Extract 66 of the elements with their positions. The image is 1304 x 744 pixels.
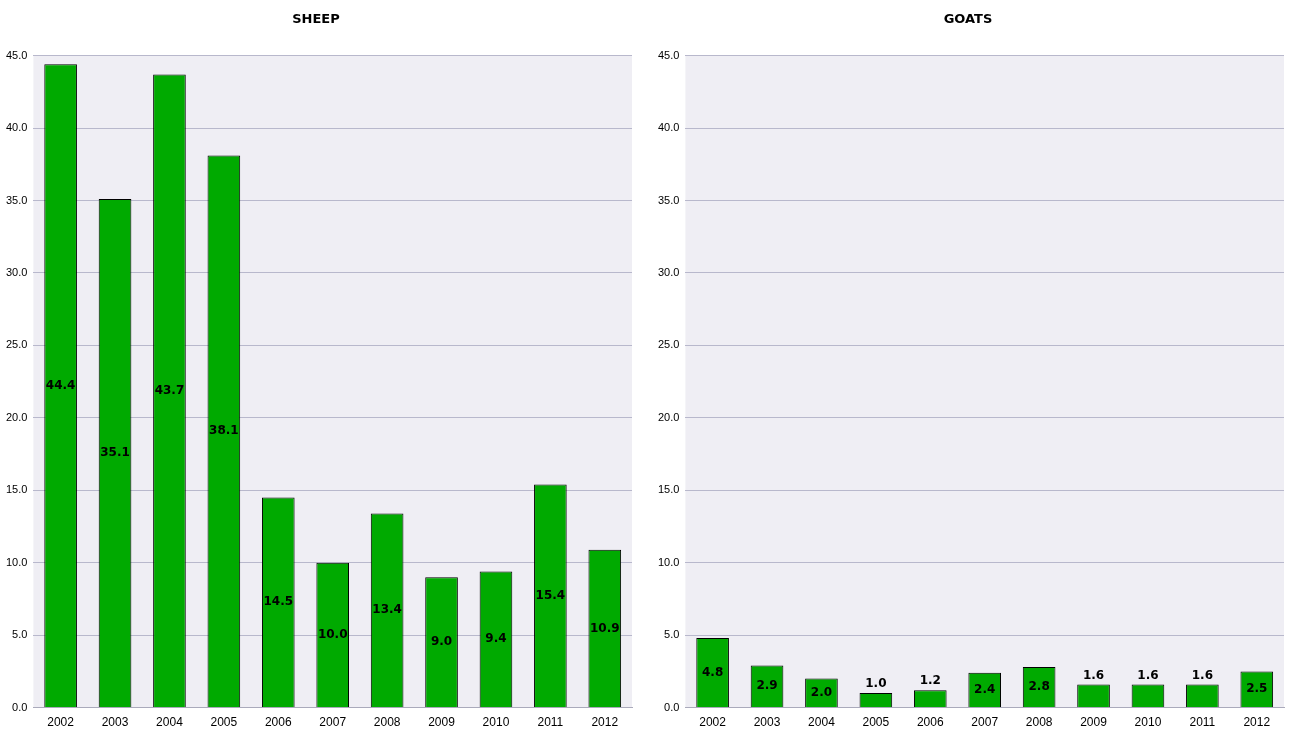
x-tick-label: 2007 <box>319 715 347 730</box>
y-tick-label: 0.0 <box>12 700 28 713</box>
data-label: 10.0 <box>317 627 348 642</box>
x-tick-label: 2008 <box>1025 715 1053 730</box>
y-tick-label: 5.0 <box>12 628 28 641</box>
data-label: 2.5 <box>1246 681 1268 696</box>
y-tick-label: 45.0 <box>657 48 680 61</box>
y-tick-label: 15.0 <box>657 483 680 496</box>
data-label: 1.6 <box>1082 667 1105 682</box>
data-label: 38.1 <box>209 423 239 438</box>
data-label: 1.0 <box>865 676 887 691</box>
x-tick-label: 2007 <box>971 715 999 730</box>
y-tick-label: 10.0 <box>657 555 680 568</box>
y-tick-label: 30.0 <box>657 265 680 278</box>
data-label: 2.8 <box>1028 679 1050 694</box>
y-tick-label: 25.0 <box>657 338 680 351</box>
data-label: 2.4 <box>974 682 996 697</box>
y-tick-label: 20.0 <box>5 410 28 423</box>
x-tick-label: 2005 <box>210 715 238 730</box>
y-tick-label: 25.0 <box>5 338 28 351</box>
y-tick-label: 15.0 <box>5 483 28 496</box>
data-label: 1.6 <box>1191 667 1214 682</box>
data-label: 1.6 <box>1137 667 1159 682</box>
y-tick-label: 35.0 <box>657 193 680 206</box>
data-label: 43.7 <box>154 382 185 397</box>
data-label: 35.1 <box>100 445 130 460</box>
x-tick-label: 2003 <box>753 715 781 730</box>
x-tick-label: 2003 <box>101 715 129 730</box>
data-label: 2.9 <box>756 678 778 693</box>
data-label: 10.9 <box>589 620 620 635</box>
x-tick-label: 2002 <box>699 715 727 730</box>
data-label: 4.8 <box>701 664 724 679</box>
x-tick-label: 2008 <box>373 715 401 730</box>
chart-title: SHEEP <box>292 11 340 27</box>
data-label: 1.2 <box>919 673 941 688</box>
x-tick-label: 2004 <box>808 715 836 730</box>
data-label: 44.4 <box>45 377 76 392</box>
data-label: 13.4 <box>372 602 402 617</box>
x-tick-label: 2012 <box>591 715 619 730</box>
y-tick-label: 30.0 <box>5 265 28 278</box>
x-tick-label: 2010 <box>1134 715 1162 730</box>
y-tick-label: 5.0 <box>664 628 680 641</box>
y-tick-label: 0.0 <box>664 700 680 713</box>
y-tick-label: 20.0 <box>657 410 680 423</box>
data-label: 15.4 <box>535 587 566 602</box>
x-tick-label: 2005 <box>862 715 890 730</box>
chart-title: GOATS <box>943 11 993 27</box>
x-tick-label: 2011 <box>1189 715 1216 730</box>
data-label: 2.0 <box>810 684 833 699</box>
y-tick-label: 40.0 <box>5 121 28 134</box>
x-tick-label: 2009 <box>1080 715 1108 730</box>
x-tick-label: 2002 <box>47 715 75 730</box>
y-tick-label: 35.0 <box>5 193 28 206</box>
y-tick-label: 40.0 <box>657 121 680 134</box>
y-tick-label: 45.0 <box>5 48 28 61</box>
y-tick-label: 10.0 <box>5 555 28 568</box>
data-label: 14.5 <box>263 594 294 609</box>
data-label: 9.0 <box>430 634 453 649</box>
x-tick-label: 2009 <box>428 715 456 730</box>
x-tick-label: 2006 <box>264 715 292 730</box>
x-tick-label: 2010 <box>482 715 510 730</box>
data-label: 9.4 <box>485 631 507 646</box>
x-tick-label: 2012 <box>1243 715 1271 730</box>
x-tick-label: 2006 <box>916 715 944 730</box>
x-tick-label: 2004 <box>156 715 184 730</box>
x-tick-label: 2011 <box>537 715 564 730</box>
